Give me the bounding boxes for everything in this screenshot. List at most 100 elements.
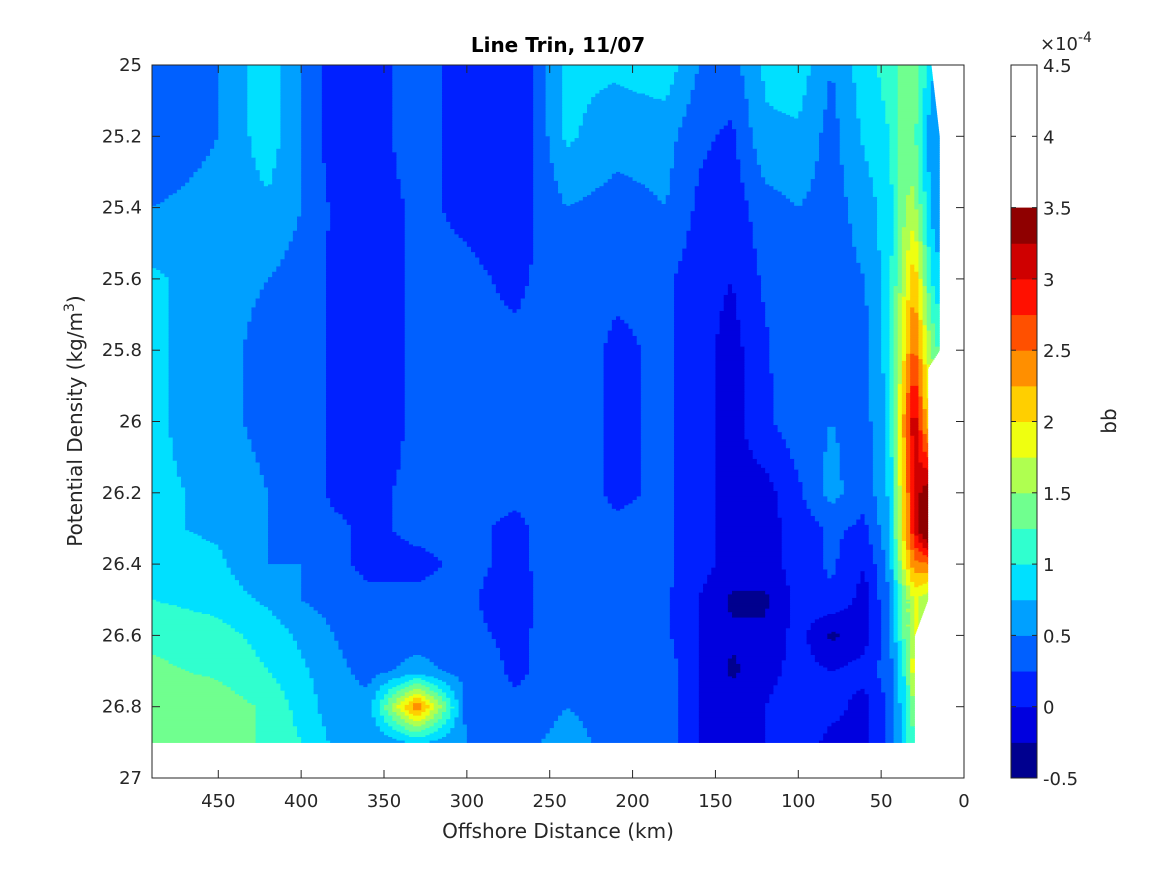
contour-cell — [321, 89, 393, 93]
contour-cell — [906, 368, 911, 371]
contour-cell — [889, 145, 899, 148]
contour-cell — [674, 366, 717, 369]
contour-cell — [872, 430, 886, 433]
contour-cell — [922, 428, 929, 432]
contour-cell — [640, 464, 675, 467]
contour-cell — [251, 141, 282, 145]
contour-cell — [392, 123, 443, 127]
contour-cell — [889, 309, 895, 312]
contour-cell — [321, 75, 393, 79]
contour-cell — [168, 380, 244, 383]
contour-cell — [740, 166, 762, 169]
contour-cell — [168, 400, 244, 403]
contour-cell — [247, 81, 282, 84]
contour-cell — [885, 405, 891, 408]
contour-cell — [910, 286, 920, 289]
contour-cell — [301, 75, 323, 79]
contour-cell — [889, 417, 895, 421]
contour-cell — [674, 457, 717, 460]
contour-cell — [243, 417, 327, 421]
contour-cell — [810, 68, 853, 71]
contour-cell — [533, 228, 692, 232]
contour-cell — [835, 433, 874, 437]
contour-cell — [889, 296, 895, 300]
contour-cell — [168, 348, 244, 351]
contour-cell — [761, 68, 812, 71]
contour-cell — [694, 207, 750, 210]
contour-cell — [922, 93, 932, 96]
contour-cell — [326, 193, 402, 196]
contour-cell — [889, 282, 899, 285]
contour-cell — [491, 275, 530, 278]
contour-cell — [748, 220, 849, 223]
contour-cell — [918, 405, 924, 408]
contour-cell — [918, 364, 924, 367]
contour-cell — [247, 337, 327, 341]
contour-cell — [868, 353, 882, 357]
contour-cell — [868, 161, 891, 164]
contour-cell — [918, 378, 924, 382]
contour-cell — [893, 392, 899, 396]
contour-cell — [321, 95, 393, 98]
contour-cell — [918, 212, 924, 216]
contour-cell — [901, 332, 907, 335]
contour-cell — [926, 426, 929, 430]
contour-cell — [603, 350, 642, 353]
contour-cell — [893, 446, 899, 449]
contour-cell — [218, 91, 248, 95]
contour-cell — [152, 216, 298, 219]
contour-cell — [897, 177, 920, 180]
contour-cell — [814, 177, 845, 180]
contour-cell — [321, 66, 393, 70]
contour-cell — [533, 150, 551, 153]
contour-cell — [897, 191, 911, 194]
contour-cell — [736, 143, 754, 146]
contour-cell — [860, 141, 891, 145]
contour-cell — [326, 278, 406, 282]
contour-cell — [400, 189, 443, 193]
contour-cell — [856, 98, 882, 102]
contour-cell — [868, 392, 886, 396]
contour-cell — [868, 339, 882, 342]
contour-cell — [906, 433, 911, 437]
contour-cell — [856, 91, 882, 95]
contour-cell — [247, 120, 282, 123]
contour-cell — [247, 100, 282, 104]
contour-cell — [442, 189, 534, 193]
contour-cell — [918, 351, 924, 355]
contour-cell — [926, 68, 932, 71]
contour-cell — [288, 241, 327, 244]
contour-cell — [761, 166, 816, 169]
contour-cell — [773, 412, 870, 415]
contour-cell — [678, 138, 717, 141]
contour-cell — [930, 296, 936, 300]
contour-cell — [918, 116, 924, 120]
contour-cell — [889, 302, 895, 305]
contour-cell — [914, 237, 920, 241]
contour-cell — [901, 257, 907, 260]
contour-cell — [922, 155, 928, 159]
contour-cell — [727, 284, 733, 287]
contour-cell — [918, 114, 924, 118]
contour-cell — [897, 264, 903, 268]
contour-cell — [910, 382, 920, 385]
contour-cell — [674, 325, 721, 328]
contour-cell — [686, 113, 750, 116]
contour-cell — [545, 105, 563, 109]
contour-cell — [533, 191, 559, 194]
contour-cell — [321, 105, 393, 109]
contour-cell — [868, 368, 882, 371]
contour-cell — [922, 419, 928, 423]
contour-cell — [922, 189, 932, 193]
contour-cell — [152, 95, 219, 98]
contour-cell — [732, 122, 750, 125]
contour-cell — [926, 239, 936, 243]
contour-cell — [243, 373, 327, 376]
contour-cell — [603, 405, 642, 408]
contour-cell — [404, 212, 447, 216]
contour-cell — [748, 120, 824, 123]
contour-cell — [715, 350, 746, 353]
contour-cell — [910, 310, 915, 314]
contour-cell — [872, 425, 886, 428]
contour-cell — [901, 289, 907, 292]
